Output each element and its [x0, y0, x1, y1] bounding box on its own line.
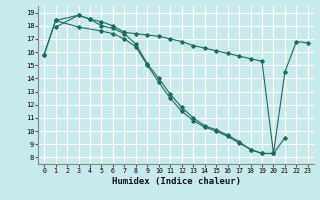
X-axis label: Humidex (Indice chaleur): Humidex (Indice chaleur)	[111, 177, 241, 186]
